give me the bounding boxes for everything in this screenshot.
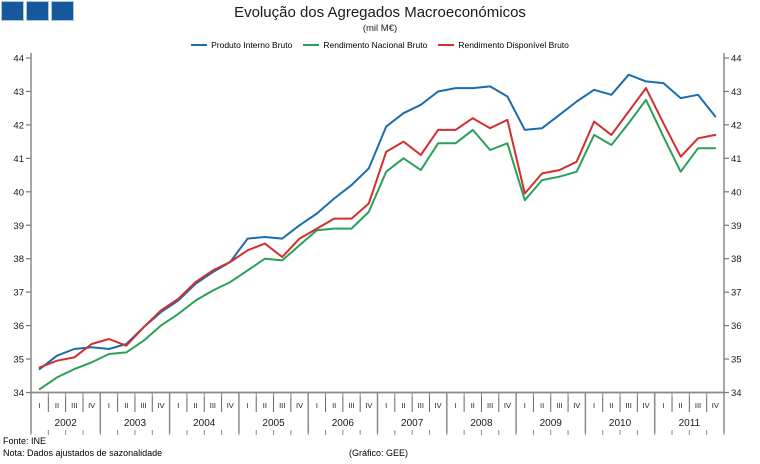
y-tick-label-right: 40 — [731, 187, 742, 198]
year-label: 2011 — [679, 418, 701, 429]
chart-title: Evolução dos Agregados Macroeconómicos — [234, 4, 526, 21]
year-label: 2002 — [55, 418, 78, 429]
y-tick-label-right: 38 — [731, 254, 742, 265]
quarter-label: IV — [157, 401, 164, 410]
y-tick-label-right: 44 — [731, 54, 742, 65]
quarter-label: III — [556, 401, 562, 410]
y-tick-label-right: 39 — [731, 221, 742, 232]
year-label: 2003 — [124, 418, 147, 429]
year-label: 2007 — [401, 418, 424, 429]
quarter-label: II — [332, 401, 336, 410]
y-tick-label-right: 37 — [731, 288, 742, 299]
quarter-label: III — [71, 401, 77, 410]
quarter-label: II — [471, 401, 475, 410]
year-label: 2004 — [193, 418, 216, 429]
y-tick-label-right: 42 — [731, 120, 742, 131]
quarter-label: III — [695, 401, 701, 410]
quarter-label: II — [540, 401, 544, 410]
quarter-label: II — [263, 401, 267, 410]
quarter-label: I — [662, 401, 664, 410]
quarter-label: III — [418, 401, 424, 410]
adjustment-note: Nota: Dados ajustados de sazonalidade — [3, 448, 163, 458]
quarter-label: IV — [296, 401, 303, 410]
quarter-label: III — [487, 401, 493, 410]
quarter-label: IV — [435, 401, 442, 410]
chart-subtitle: (mil M€) — [362, 23, 398, 34]
legend-label: Produto Interno Bruto — [211, 40, 293, 50]
quarter-label: III — [279, 401, 285, 410]
y-tick-label-left: 36 — [13, 321, 24, 332]
y-tick-label-left: 38 — [13, 254, 24, 265]
legend-label: Rendimento Nacional Bruto — [323, 40, 428, 50]
year-label: 2010 — [609, 418, 632, 429]
quarter-label: II — [609, 401, 613, 410]
quarter-label: IV — [712, 401, 719, 410]
legend-line-swatch — [191, 43, 208, 47]
year-label: 2009 — [540, 418, 563, 429]
legend-line-swatch — [303, 43, 320, 47]
logo-square — [1, 1, 24, 21]
legend-item: Rendimento Nacional Bruto — [303, 40, 427, 50]
quarter-label: I — [316, 401, 318, 410]
legend-item: Produto Interno Bruto — [191, 40, 292, 50]
y-tick-label-left: 34 — [13, 388, 24, 399]
quarter-label: IV — [88, 401, 95, 410]
series-line-produto-interno-bruto — [38, 73, 717, 371]
quarter-label: I — [177, 401, 179, 410]
source-note: Fonte: INE — [3, 436, 47, 446]
quarter-label: I — [524, 401, 526, 410]
quarter-label: I — [454, 401, 456, 410]
credit-note: (Gráfico: GEE) — [349, 448, 409, 458]
y-tick-label-right: 43 — [731, 87, 742, 98]
y-tick-label-left: 39 — [13, 221, 24, 232]
quarter-label: I — [385, 401, 387, 410]
legend-item: Rendimento Disponível Bruto — [438, 40, 569, 50]
quarter-label: III — [626, 401, 632, 410]
legend-label: Rendimento Disponível Bruto — [458, 40, 569, 50]
y-tick-label-right: 41 — [731, 154, 742, 165]
year-label: 2006 — [332, 418, 355, 429]
series-line-rendimento-nacional-bruto — [38, 98, 717, 391]
y-tick-label-left: 44 — [13, 54, 24, 65]
quarter-label: IV — [573, 401, 580, 410]
y-tick-label-left: 37 — [13, 288, 24, 299]
quarter-label: IV — [642, 401, 649, 410]
logo-square — [51, 1, 74, 21]
quarter-label: III — [348, 401, 354, 410]
quarter-label: II — [55, 401, 59, 410]
quarter-label: I — [247, 401, 249, 410]
logo-square — [26, 1, 49, 21]
y-tick-label-left: 43 — [13, 87, 24, 98]
quarter-label: II — [401, 401, 405, 410]
y-tick-label-right: 34 — [731, 388, 742, 399]
logo — [1, 1, 74, 21]
y-tick-label-left: 41 — [13, 154, 24, 165]
y-tick-label-right: 35 — [731, 355, 742, 366]
y-tick-label-left: 35 — [13, 355, 24, 366]
year-label: 2008 — [470, 418, 493, 429]
quarter-label: III — [140, 401, 146, 410]
legend-line-swatch — [438, 43, 455, 47]
quarter-label: I — [108, 401, 110, 410]
series-line-rendimento-dispon-vel-bruto — [38, 87, 717, 369]
quarter-label: II — [124, 401, 128, 410]
year-label: 2005 — [262, 418, 285, 429]
quarter-label: I — [593, 401, 595, 410]
quarter-label: I — [39, 401, 41, 410]
quarter-label: II — [679, 401, 683, 410]
legend: Produto Interno Bruto Rendimento Nacional… — [0, 40, 760, 50]
y-tick-label-left: 40 — [13, 187, 24, 198]
quarter-label: IV — [504, 401, 511, 410]
quarter-label: IV — [227, 401, 234, 410]
quarter-label: II — [194, 401, 198, 410]
quarter-label: IV — [365, 401, 372, 410]
y-tick-label-right: 36 — [731, 321, 742, 332]
quarter-label: III — [210, 401, 216, 410]
y-tick-label-left: 42 — [13, 120, 24, 131]
